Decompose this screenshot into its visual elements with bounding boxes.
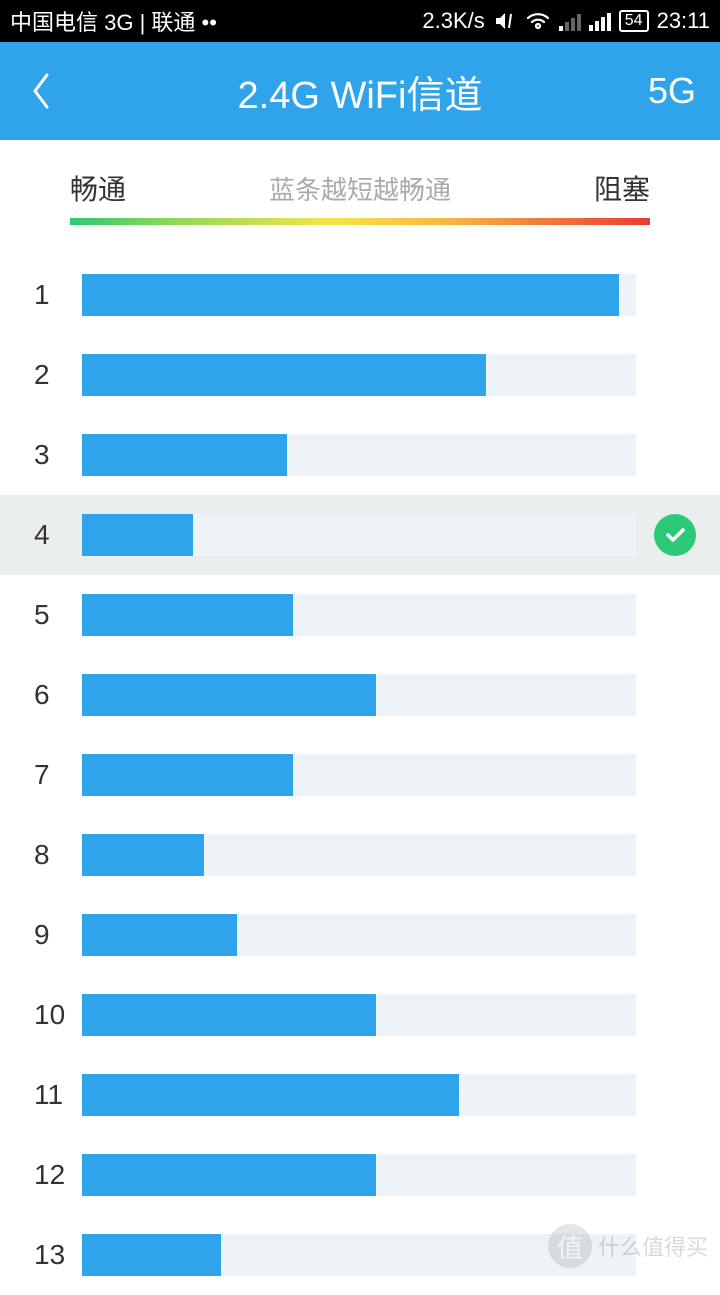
- channel-bar-track: [82, 914, 636, 956]
- legend-congested: 阻塞: [594, 168, 650, 208]
- channel-list: 12345678910111213: [0, 235, 720, 1295]
- channel-bar-track: [82, 514, 636, 556]
- selected-check-icon: [654, 514, 696, 556]
- channel-bar-track: [82, 1074, 636, 1116]
- channel-bar-fill: [82, 274, 619, 316]
- legend-clear: 畅通: [70, 168, 126, 208]
- channel-number: 9: [34, 919, 82, 951]
- channel-bar-fill: [82, 674, 376, 716]
- channel-number: 6: [34, 679, 82, 711]
- chevron-left-icon: [29, 71, 51, 111]
- channel-number: 2: [34, 359, 82, 391]
- channel-row[interactable]: 4: [0, 495, 720, 575]
- channel-bar-fill: [82, 594, 293, 636]
- channel-row[interactable]: 12: [0, 1135, 720, 1215]
- signal-icon: [589, 11, 611, 31]
- carrier-text: 中国电信 3G | 联通 ••: [10, 5, 217, 37]
- channel-row[interactable]: 2: [0, 335, 720, 415]
- channel-bar-track: [82, 834, 636, 876]
- page-title: 2.4G WiFi信道: [238, 64, 483, 119]
- status-bar: 中国电信 3G | 联通 •• 2.3K/s 54 23:11: [0, 0, 720, 42]
- legend-labels: 畅通 蓝条越短越畅通 阻塞: [70, 168, 650, 208]
- app-header: 2.4G WiFi信道 5G: [0, 42, 720, 140]
- channel-bar-fill: [82, 1234, 221, 1276]
- channel-bar-track: [82, 434, 636, 476]
- channel-number: 5: [34, 599, 82, 631]
- channel-bar-fill: [82, 914, 237, 956]
- watermark: 值 什么值得买: [548, 1224, 708, 1268]
- channel-bar-fill: [82, 1154, 376, 1196]
- signal-1x-icon: [559, 11, 581, 31]
- channel-number: 7: [34, 759, 82, 791]
- channel-row[interactable]: 1: [0, 255, 720, 335]
- channel-bar-fill: [82, 994, 376, 1036]
- status-left: 中国电信 3G | 联通 ••: [10, 5, 217, 37]
- congestion-gradient-bar: [70, 218, 650, 225]
- channel-row[interactable]: 10: [0, 975, 720, 1055]
- channel-row[interactable]: 5: [0, 575, 720, 655]
- channel-row[interactable]: 7: [0, 735, 720, 815]
- channel-number: 3: [34, 439, 82, 471]
- channel-number: 4: [34, 519, 82, 551]
- channel-number: 10: [34, 999, 82, 1031]
- channel-bar-track: [82, 754, 636, 796]
- channel-bar-fill: [82, 754, 293, 796]
- clock-text: 23:11: [657, 8, 710, 34]
- channel-row[interactable]: 8: [0, 815, 720, 895]
- legend-hint: 蓝条越短越畅通: [269, 170, 451, 207]
- battery-icon: 54: [619, 10, 649, 32]
- channel-number: 8: [34, 839, 82, 871]
- channel-bar-fill: [82, 834, 204, 876]
- battery-level: 54: [625, 12, 643, 30]
- wifi-icon: [525, 10, 551, 32]
- channel-number: 13: [34, 1239, 82, 1271]
- legend-section: 畅通 蓝条越短越畅通 阻塞: [0, 140, 720, 225]
- channel-number: 1: [34, 279, 82, 311]
- channel-row[interactable]: 11: [0, 1055, 720, 1135]
- back-button[interactable]: [20, 71, 60, 111]
- watermark-text: 什么值得买: [598, 1230, 708, 1262]
- channel-bar-fill: [82, 1074, 459, 1116]
- channel-bar-fill: [82, 434, 287, 476]
- channel-bar-track: [82, 1154, 636, 1196]
- band-switch-5g[interactable]: 5G: [648, 70, 696, 112]
- channel-row[interactable]: 3: [0, 415, 720, 495]
- channel-bar-track: [82, 674, 636, 716]
- mute-icon: [493, 9, 517, 33]
- channel-bar-track: [82, 354, 636, 396]
- channel-number: 11: [34, 1079, 82, 1111]
- network-speed: 2.3K/s: [422, 8, 484, 34]
- watermark-badge-icon: 值: [548, 1224, 592, 1268]
- channel-bar-fill: [82, 354, 486, 396]
- channel-bar-fill: [82, 514, 193, 556]
- channel-row[interactable]: 9: [0, 895, 720, 975]
- channel-number: 12: [34, 1159, 82, 1191]
- channel-bar-track: [82, 274, 636, 316]
- channel-row[interactable]: 6: [0, 655, 720, 735]
- channel-bar-track: [82, 594, 636, 636]
- status-right: 2.3K/s 54 23:11: [422, 8, 710, 34]
- channel-bar-track: [82, 994, 636, 1036]
